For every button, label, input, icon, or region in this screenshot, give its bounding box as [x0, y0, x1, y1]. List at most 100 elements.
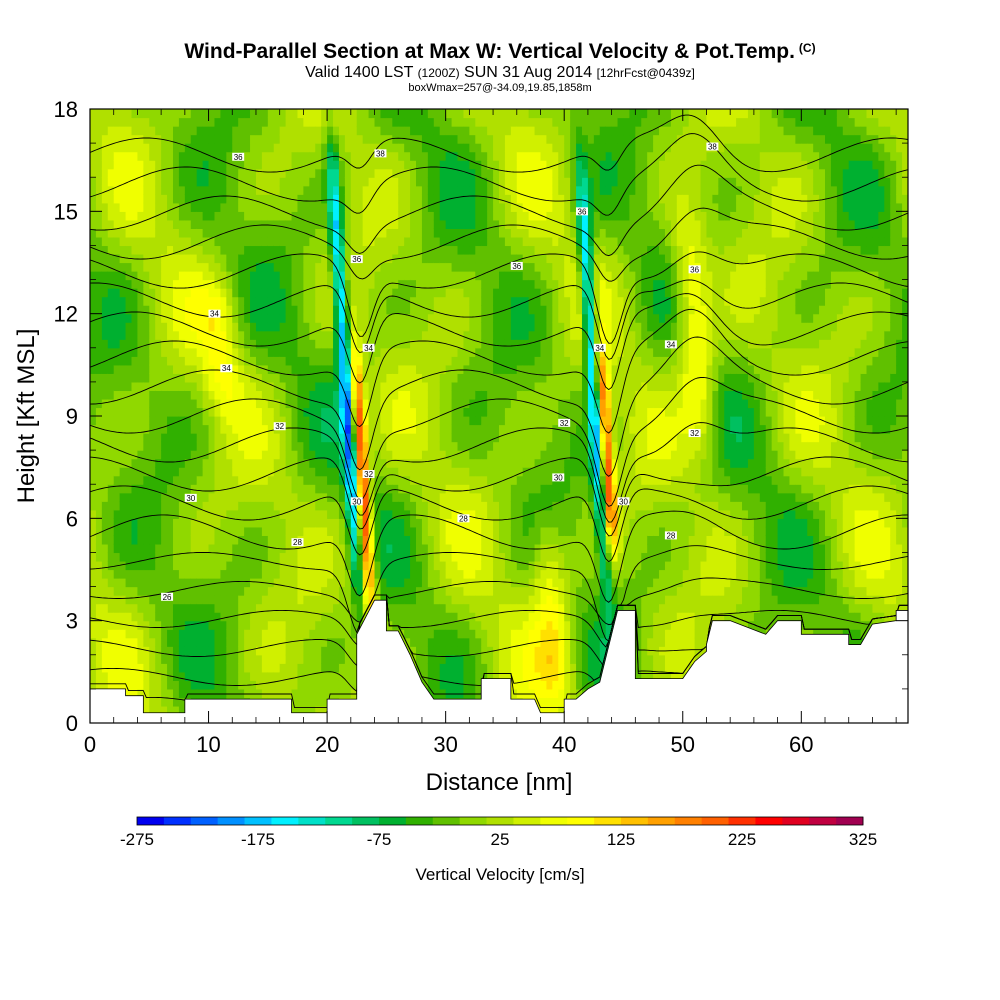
- velocity-cell: [410, 381, 417, 392]
- velocity-cell: [267, 552, 275, 562]
- velocity-cell: [267, 535, 275, 545]
- velocity-cell: [315, 373, 322, 383]
- velocity-cell: [273, 322, 281, 332]
- velocity-cell: [113, 279, 121, 289]
- velocity-cell: [291, 680, 299, 690]
- velocity-cell: [220, 663, 227, 673]
- velocity-cell: [208, 236, 216, 247]
- velocity-cell: [487, 595, 494, 605]
- velocity-cell: [469, 518, 476, 528]
- velocity-cell: [149, 245, 156, 255]
- velocity-cell: [333, 313, 340, 323]
- velocity-cell: [481, 364, 488, 374]
- velocity-cell: [113, 245, 121, 255]
- velocity-cell: [244, 560, 251, 571]
- velocity-cell: [149, 202, 156, 212]
- velocity-cell: [255, 509, 263, 519]
- velocity-cell: [344, 160, 352, 170]
- velocity-cell: [238, 646, 245, 656]
- velocity-cell: [499, 671, 506, 681]
- velocity-cell: [451, 151, 459, 161]
- velocity-cell: [368, 543, 376, 554]
- velocity-cell: [107, 160, 115, 170]
- velocity-cell: [469, 202, 476, 212]
- velocity-cell: [321, 347, 328, 357]
- velocity-cell: [244, 219, 251, 229]
- velocity-cell: [309, 253, 316, 264]
- velocity-cell: [172, 305, 180, 315]
- velocity-cell: [410, 467, 417, 477]
- velocity-cell: [167, 262, 174, 272]
- velocity-cell: [190, 433, 198, 443]
- velocity-cell: [344, 236, 352, 247]
- velocity-cell: [178, 143, 186, 153]
- velocity-cell: [362, 236, 370, 247]
- velocity-cell: [374, 271, 382, 281]
- velocity-cell: [220, 484, 227, 494]
- velocity-cell: [380, 236, 387, 247]
- velocity-cell: [297, 151, 304, 161]
- velocity-cell: [327, 560, 334, 571]
- velocity-cell: [303, 612, 310, 622]
- velocity-cell: [469, 219, 476, 229]
- velocity-cell: [350, 620, 358, 630]
- velocity-cell: [427, 646, 435, 656]
- velocity-cell: [309, 390, 316, 400]
- velocity-cell: [410, 424, 417, 434]
- velocity-cell: [255, 518, 263, 528]
- velocity-cell: [143, 322, 150, 332]
- velocity-cell: [291, 194, 299, 204]
- velocity-cell: [131, 501, 139, 511]
- velocity-cell: [137, 262, 144, 272]
- velocity-cell: [202, 501, 210, 511]
- velocity-cell: [196, 177, 204, 187]
- velocity-cell: [433, 322, 441, 332]
- velocity-cell: [350, 595, 358, 605]
- velocity-cell: [143, 364, 150, 374]
- velocity-cell: [149, 569, 156, 579]
- velocity-cell: [433, 109, 441, 119]
- velocity-cell: [220, 245, 227, 255]
- velocity-cell: [143, 586, 150, 596]
- velocity-cell: [202, 492, 210, 502]
- velocity-cell: [255, 236, 263, 247]
- velocity-cell: [327, 160, 334, 170]
- velocity-cell: [113, 441, 121, 451]
- velocity-cell: [202, 441, 210, 451]
- velocity-cell: [238, 629, 245, 639]
- velocity-cell: [315, 305, 322, 315]
- velocity-cell: [119, 373, 127, 383]
- velocity-cell: [261, 228, 269, 238]
- velocity-cell: [380, 202, 387, 212]
- velocity-cell: [184, 211, 192, 221]
- velocity-cell: [321, 390, 328, 400]
- velocity-cell: [196, 262, 204, 272]
- velocity-cell: [404, 501, 411, 511]
- velocity-cell: [362, 424, 370, 434]
- velocity-cell: [244, 603, 251, 613]
- velocity-cell: [220, 569, 227, 579]
- velocity-cell: [208, 629, 216, 639]
- velocity-cell: [226, 330, 233, 340]
- velocity-cell: [226, 219, 233, 229]
- velocity-cell: [463, 211, 470, 221]
- velocity-cell: [178, 219, 186, 229]
- velocity-cell: [161, 586, 168, 596]
- velocity-cell: [107, 620, 115, 630]
- velocity-cell: [309, 347, 316, 357]
- velocity-cell: [208, 569, 216, 579]
- velocity-cell: [113, 330, 121, 340]
- velocity-cell: [113, 143, 121, 153]
- velocity-cell: [101, 151, 109, 161]
- velocity-cell: [172, 705, 180, 716]
- velocity-cell: [338, 262, 346, 272]
- velocity-cell: [475, 526, 482, 536]
- velocity-cell: [220, 450, 227, 460]
- velocity-cell: [398, 356, 405, 366]
- velocity-cell: [107, 322, 115, 332]
- velocity-cell: [439, 569, 447, 579]
- velocity-cell: [172, 492, 180, 502]
- velocity-cell: [356, 356, 364, 366]
- velocity-cell: [196, 441, 204, 451]
- velocity-cell: [90, 424, 97, 434]
